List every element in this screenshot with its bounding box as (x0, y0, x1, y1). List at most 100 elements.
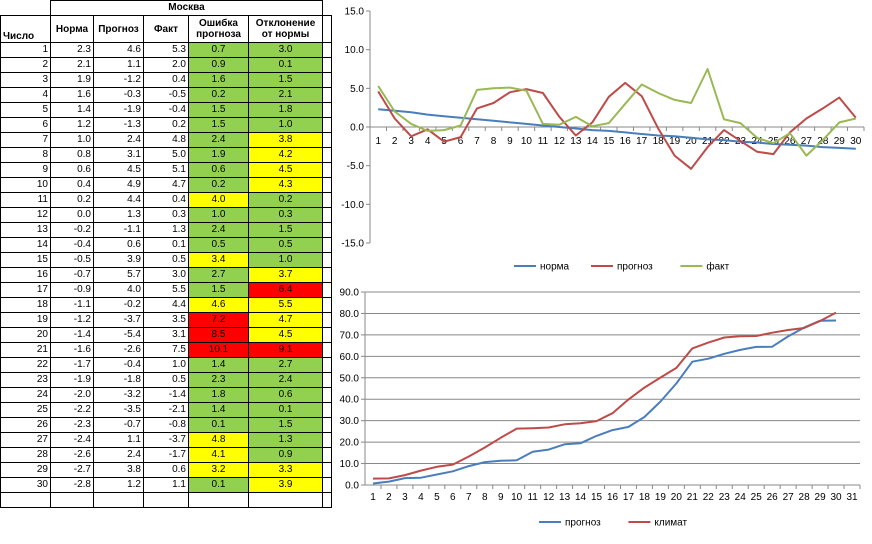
forecast-cell: -1.3 (93, 117, 144, 133)
actual-cell: 1.0 (143, 357, 189, 373)
header-forecast: Прогноз (93, 15, 144, 43)
norm-cell: 1.4 (50, 102, 94, 118)
x-tick-label: 9 (498, 492, 504, 503)
norm-cell: -1.4 (50, 327, 94, 343)
empty-cell (322, 57, 333, 73)
empty-cell (322, 162, 333, 178)
error-cell: 1.5 (188, 102, 249, 118)
x-tick-label: 31 (846, 492, 858, 503)
deviation-cell: 0.5 (247, 237, 324, 253)
table-row: 16 -0.7 5.7 3.0 2.7 3.7 (0, 267, 333, 283)
x-tick-label: 7 (474, 136, 480, 147)
y-tick-label: 80.0 (340, 309, 360, 320)
deviation-cell: 4.5 (247, 162, 324, 178)
x-tick-label: 25 (751, 492, 763, 503)
norm-cell: -1.1 (50, 297, 94, 313)
deviation-cell: 3.9 (247, 477, 324, 493)
norm-cell: -2.0 (50, 387, 94, 403)
x-tick-label: 6 (458, 136, 464, 147)
empty-cell (322, 417, 333, 433)
empty-cell (322, 297, 333, 313)
norm-cell: -1.2 (50, 312, 94, 328)
x-tick-label: 4 (425, 136, 431, 147)
x-tick-label: 25 (768, 136, 780, 147)
day-cell: 7 (0, 132, 51, 148)
error-cell: 4.8 (188, 432, 249, 448)
error-cell: 7.2 (188, 312, 249, 328)
forecast-cell: -1.2 (93, 72, 144, 88)
empty-corner (0, 0, 51, 16)
x-tick-label: 15 (603, 136, 615, 147)
norm-cell: -0.4 (50, 237, 94, 253)
x-tick-label: 18 (639, 492, 651, 503)
actual-cell: 5.3 (143, 42, 189, 58)
forecast-cell: -3.2 (93, 387, 144, 403)
data-table: Москва Число Норма Прогноз Факт Ошибка п… (0, 0, 333, 508)
empty-cell (322, 327, 333, 343)
y-tick-label: 40.0 (340, 395, 360, 406)
x-tick-label: 30 (830, 492, 842, 503)
forecast-cell: 2.4 (93, 447, 144, 463)
day-cell: 10 (0, 177, 51, 193)
forecast-cell: -1.1 (93, 222, 144, 238)
day-cell: 29 (0, 462, 51, 478)
deviation-cell: 2.4 (247, 372, 324, 388)
x-tick-label: 14 (587, 136, 599, 147)
actual-cell: -2.1 (143, 402, 189, 418)
day-cell: 25 (0, 402, 51, 418)
x-tick-label: 24 (735, 492, 747, 503)
forecast-cell: 3.9 (93, 252, 144, 268)
day-cell: 14 (0, 237, 51, 253)
x-tick-label: 23 (719, 492, 731, 503)
deviation-cell: 3.3 (247, 462, 324, 478)
table-row: 20 -1.4 -5.4 3.1 8.5 4.5 (0, 327, 333, 343)
table-row: 5 1.4 -1.9 -0.4 1.5 1.8 (0, 102, 333, 118)
forecast-cell: 1.1 (93, 432, 144, 448)
forecast-cell: 4.9 (93, 177, 144, 193)
x-tick-label: 1 (370, 492, 376, 503)
actual-cell: 1.1 (143, 477, 189, 493)
forecast-cell: 1.3 (93, 207, 144, 223)
norm-cell: -0.5 (50, 252, 94, 268)
error-cell: 0.2 (188, 177, 249, 193)
y-tick-label: 70.0 (340, 330, 360, 341)
y-tick-label: -5.0 (347, 161, 365, 172)
x-tick-label: 22 (718, 136, 730, 147)
x-tick-label: 11 (527, 492, 538, 503)
x-tick-label: 12 (554, 136, 566, 147)
table-row: 11 0.2 4.4 0.4 4.0 0.2 (0, 192, 333, 208)
y-tick-label: 50.0 (340, 373, 360, 384)
day-cell: 23 (0, 372, 51, 388)
table-row: 4 1.6 -0.3 -0.5 0.2 2.1 (0, 87, 333, 103)
error-cell: 10.1 (188, 342, 249, 358)
x-tick-label: 26 (767, 492, 779, 503)
table-row: 28 -2.6 2.4 -1.7 4.1 0.9 (0, 447, 333, 463)
deviation-cell: 4.3 (247, 177, 324, 193)
forecast-cell: 4.6 (93, 42, 144, 58)
norm-cell: 0.0 (50, 207, 94, 223)
empty-cell (322, 357, 333, 373)
empty-cell (322, 132, 333, 148)
deviation-cell: 2.7 (247, 357, 324, 373)
error-cell: 3.2 (188, 462, 249, 478)
x-tick-label: 13 (559, 492, 571, 503)
norm-cell: 0.4 (50, 177, 94, 193)
error-cell: 1.4 (188, 357, 249, 373)
temperature-chart: 15.0 10.0 5.0 0.0 -5.0 -10.0 -15.0 1 2 3 4 5 6 7 8 9 10 1… (334, 0, 872, 279)
header-day: Число (0, 15, 51, 43)
error-cell: 0.9 (188, 57, 249, 73)
empty-cell (322, 87, 333, 103)
y-tick-label: -10.0 (341, 200, 364, 211)
forecast-cell: -5.4 (93, 327, 144, 343)
deviation-cell: 1.5 (247, 222, 324, 238)
x-tick-label: 3 (402, 492, 408, 503)
actual-cell: -0.8 (143, 417, 189, 433)
norm-cell: -2.8 (50, 477, 94, 493)
norm-cell: 2.3 (50, 42, 94, 58)
norm-cell: 1.6 (50, 87, 94, 103)
x-tick-label: 21 (687, 492, 699, 503)
norm-cell: -2.3 (50, 417, 94, 433)
table-row: 18 -1.1 -0.2 4.4 4.6 5.5 (0, 297, 333, 313)
empty-cell (322, 342, 333, 358)
y-tick-label: 10.0 (345, 45, 365, 56)
